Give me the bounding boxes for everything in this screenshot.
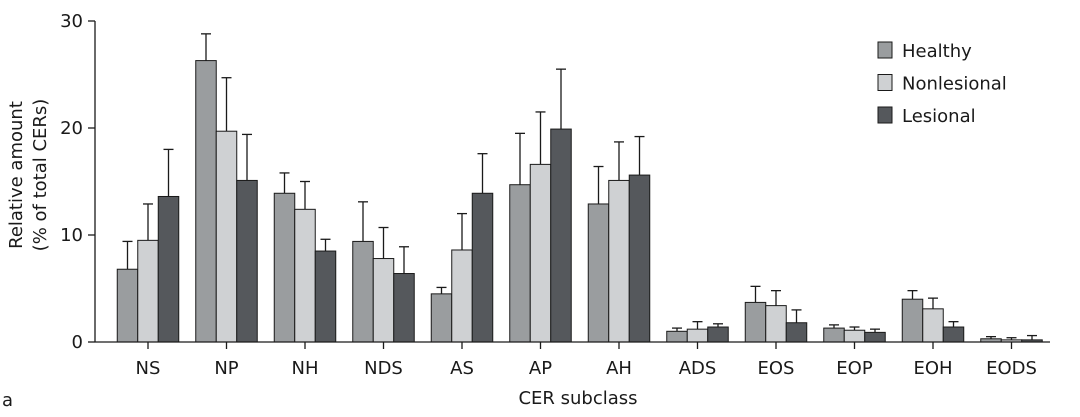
y-tick-label: 10 — [60, 225, 83, 246]
x-ticks: NS NP NH NDS AS AP AH ADS EOS EOP EOH EODS — [136, 342, 1037, 379]
bar-ads-healthy — [666, 330, 688, 343]
bar-ns-lesional — [157, 195, 180, 343]
x-tick-label-as: AS — [450, 358, 474, 379]
x-tick-label-nh: NH — [292, 358, 319, 379]
x-axis-title: CER subclass — [518, 388, 637, 409]
legend-label-nonlesional: Nonlesional — [902, 74, 1007, 95]
bar-eos-nonlesional — [765, 305, 787, 343]
legend: Healthy Nonlesional Lesional — [877, 41, 1007, 127]
bar-ah-healthy — [587, 203, 610, 343]
bar-nds-nonlesional — [372, 258, 395, 343]
bar-np-nonlesional — [215, 130, 238, 343]
bars-layer — [116, 60, 1043, 343]
x-tick-label-eoh: EOH — [913, 358, 952, 379]
bar-nh-nonlesional — [294, 208, 316, 343]
bar-nds-lesional — [393, 273, 415, 343]
y-axis-title-line2: (% of total CERs) — [30, 99, 51, 252]
legend-swatch-lesional — [877, 106, 893, 124]
axes-layer — [94, 21, 1050, 343]
y-tick-label: 0 — [72, 332, 83, 353]
bar-ads-lesional — [707, 326, 729, 343]
x-tick-label-nds: NDS — [364, 358, 403, 379]
bar-ap-nonlesional — [529, 163, 552, 343]
panel-label: a — [2, 390, 13, 411]
bar-ns-nonlesional — [137, 239, 159, 343]
legend-label-healthy: Healthy — [902, 41, 972, 62]
bar-ah-nonlesional — [608, 179, 630, 343]
bar-nh-healthy — [273, 192, 296, 343]
bar-eoh-lesional — [942, 326, 965, 343]
bar-eop-healthy — [823, 327, 845, 343]
bar-nds-healthy — [352, 240, 374, 343]
legend-label-lesional: Lesional — [902, 106, 976, 127]
bar-eos-lesional — [785, 322, 808, 343]
y-ticks: 0 10 20 30 — [60, 11, 95, 353]
legend-swatch-healthy — [877, 41, 893, 59]
x-tick-label-ns: NS — [136, 358, 161, 379]
x-tick-label-eop: EOP — [836, 358, 873, 379]
bar-ah-lesional — [628, 174, 651, 343]
bar-ads-nonlesional — [686, 328, 709, 343]
bar-eop-lesional — [864, 331, 886, 343]
bar-np-lesional — [236, 179, 258, 343]
bar-ap-lesional — [550, 128, 572, 343]
y-tick-label: 20 — [60, 118, 83, 139]
y-axis-title-line1: Relative amount — [6, 101, 27, 249]
bar-eoh-nonlesional — [922, 308, 944, 343]
bar-ap-healthy — [509, 184, 531, 343]
x-tick-label-np: NP — [214, 358, 238, 379]
bar-ns-healthy — [116, 268, 139, 343]
x-tick-label-eods: EODS — [986, 358, 1037, 379]
error-bars-layer — [122, 33, 1037, 340]
bar-as-lesional — [471, 192, 494, 343]
bar-eop-nonlesional — [843, 329, 866, 343]
x-tick-label-ads: ADS — [679, 358, 717, 379]
x-tick-label-eos: EOS — [758, 358, 795, 379]
bar-as-healthy — [430, 293, 453, 343]
bar-np-healthy — [195, 60, 217, 343]
bar-nh-lesional — [314, 250, 337, 343]
x-tick-label-ah: AH — [606, 358, 632, 379]
x-tick-label-ap: AP — [529, 358, 552, 379]
legend-swatch-nonlesional — [877, 74, 893, 91]
bar-eos-healthy — [744, 301, 767, 343]
bar-as-nonlesional — [451, 249, 473, 343]
bar-eoh-healthy — [901, 298, 924, 343]
y-tick-label: 30 — [60, 11, 83, 32]
